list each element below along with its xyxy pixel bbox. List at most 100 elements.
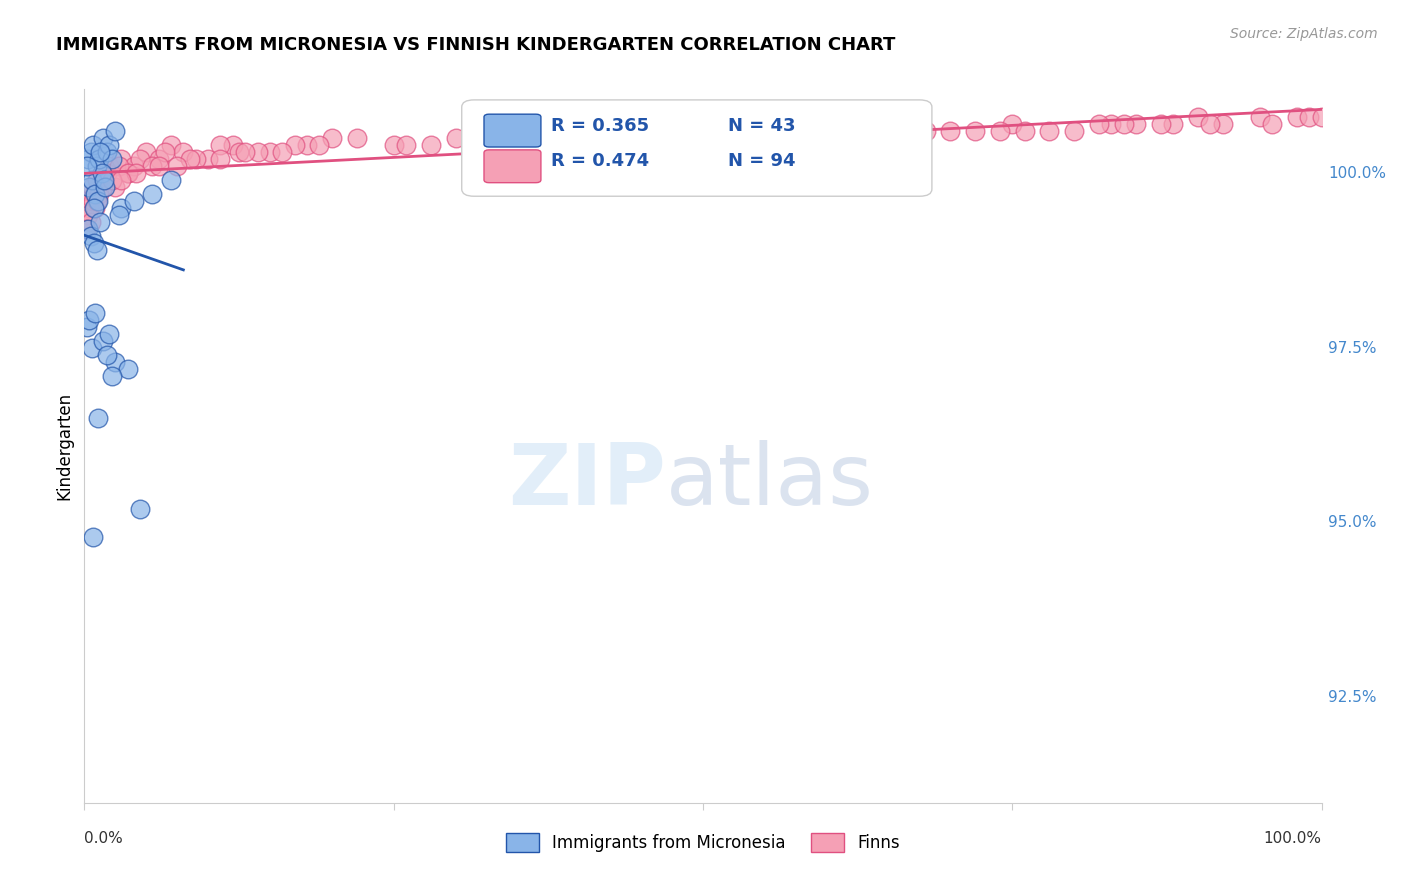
Point bbox=[84, 201, 107, 215]
Point bbox=[110, 201, 132, 215]
Point bbox=[1310, 110, 1333, 124]
Point bbox=[89, 215, 111, 229]
Y-axis label: Kindergarten: Kindergarten bbox=[55, 392, 73, 500]
Point bbox=[914, 124, 936, 138]
Text: 97.5%: 97.5% bbox=[1327, 341, 1376, 356]
Point bbox=[1199, 117, 1222, 131]
Point bbox=[91, 131, 114, 145]
Point bbox=[117, 166, 139, 180]
Point bbox=[91, 180, 114, 194]
Point bbox=[77, 152, 100, 166]
Point bbox=[395, 138, 418, 153]
Point bbox=[841, 124, 863, 138]
FancyBboxPatch shape bbox=[484, 150, 541, 183]
Point bbox=[1150, 117, 1173, 131]
Point bbox=[91, 334, 114, 348]
Point bbox=[630, 131, 652, 145]
Point bbox=[1099, 117, 1122, 131]
Point bbox=[86, 243, 108, 257]
Point bbox=[444, 131, 467, 145]
Point bbox=[1125, 117, 1147, 131]
Point bbox=[122, 194, 145, 208]
Point bbox=[110, 152, 132, 166]
Point bbox=[1285, 110, 1308, 124]
Text: R = 0.365: R = 0.365 bbox=[551, 117, 650, 135]
Point bbox=[82, 530, 104, 544]
Point bbox=[90, 166, 112, 180]
Point bbox=[84, 306, 107, 320]
Point bbox=[76, 320, 98, 334]
Point bbox=[100, 173, 122, 187]
Point bbox=[100, 369, 122, 384]
Point bbox=[79, 313, 101, 327]
Point bbox=[1298, 110, 1320, 124]
Point bbox=[666, 131, 689, 145]
Point bbox=[1014, 124, 1036, 138]
Point bbox=[766, 124, 789, 138]
FancyBboxPatch shape bbox=[484, 114, 541, 147]
Point bbox=[141, 159, 163, 173]
Point bbox=[222, 138, 245, 153]
Point bbox=[108, 208, 131, 222]
Point bbox=[141, 187, 163, 202]
Point bbox=[153, 145, 176, 160]
Point bbox=[125, 166, 148, 180]
Point bbox=[104, 124, 127, 138]
Point bbox=[79, 229, 101, 244]
Point bbox=[419, 138, 441, 153]
Point bbox=[877, 131, 900, 145]
Point bbox=[568, 131, 591, 145]
Point bbox=[79, 201, 101, 215]
Point bbox=[117, 362, 139, 376]
Text: R = 0.474: R = 0.474 bbox=[551, 153, 650, 170]
Point bbox=[79, 215, 101, 229]
Point bbox=[692, 124, 714, 138]
Point bbox=[295, 138, 318, 153]
Point bbox=[346, 131, 368, 145]
Point bbox=[77, 222, 100, 236]
Point bbox=[965, 124, 987, 138]
Point bbox=[94, 180, 117, 194]
FancyBboxPatch shape bbox=[461, 100, 932, 196]
Point bbox=[83, 187, 105, 202]
Point bbox=[209, 138, 232, 153]
Point bbox=[233, 145, 256, 160]
Point bbox=[83, 236, 105, 251]
Point bbox=[104, 355, 127, 369]
Point bbox=[80, 173, 103, 187]
Point bbox=[308, 138, 330, 153]
Point bbox=[1161, 117, 1184, 131]
Point bbox=[754, 124, 776, 138]
Legend: Immigrants from Micronesia, Finns: Immigrants from Micronesia, Finns bbox=[499, 826, 907, 859]
Point bbox=[75, 222, 97, 236]
Text: ZIP: ZIP bbox=[508, 440, 666, 524]
Point bbox=[1063, 124, 1085, 138]
Point bbox=[87, 194, 110, 208]
Point bbox=[543, 131, 565, 145]
Point bbox=[259, 145, 281, 160]
Point bbox=[246, 145, 269, 160]
Point bbox=[382, 138, 405, 153]
Point bbox=[82, 194, 104, 208]
Point bbox=[939, 124, 962, 138]
Point bbox=[79, 180, 101, 194]
Point bbox=[643, 131, 665, 145]
Point bbox=[86, 159, 108, 173]
Point bbox=[1212, 117, 1234, 131]
Point bbox=[98, 327, 121, 342]
Point bbox=[98, 159, 121, 173]
Text: 0.0%: 0.0% bbox=[84, 831, 124, 847]
Point bbox=[1088, 117, 1111, 131]
Point bbox=[122, 159, 145, 173]
Point bbox=[1187, 110, 1209, 124]
Point bbox=[148, 152, 170, 166]
Point bbox=[1001, 117, 1024, 131]
Point bbox=[197, 152, 219, 166]
Point bbox=[76, 159, 98, 173]
Point bbox=[100, 152, 122, 166]
Point bbox=[129, 152, 152, 166]
Point bbox=[228, 145, 250, 160]
Point bbox=[790, 124, 813, 138]
Point bbox=[89, 187, 111, 202]
Point bbox=[160, 138, 183, 153]
